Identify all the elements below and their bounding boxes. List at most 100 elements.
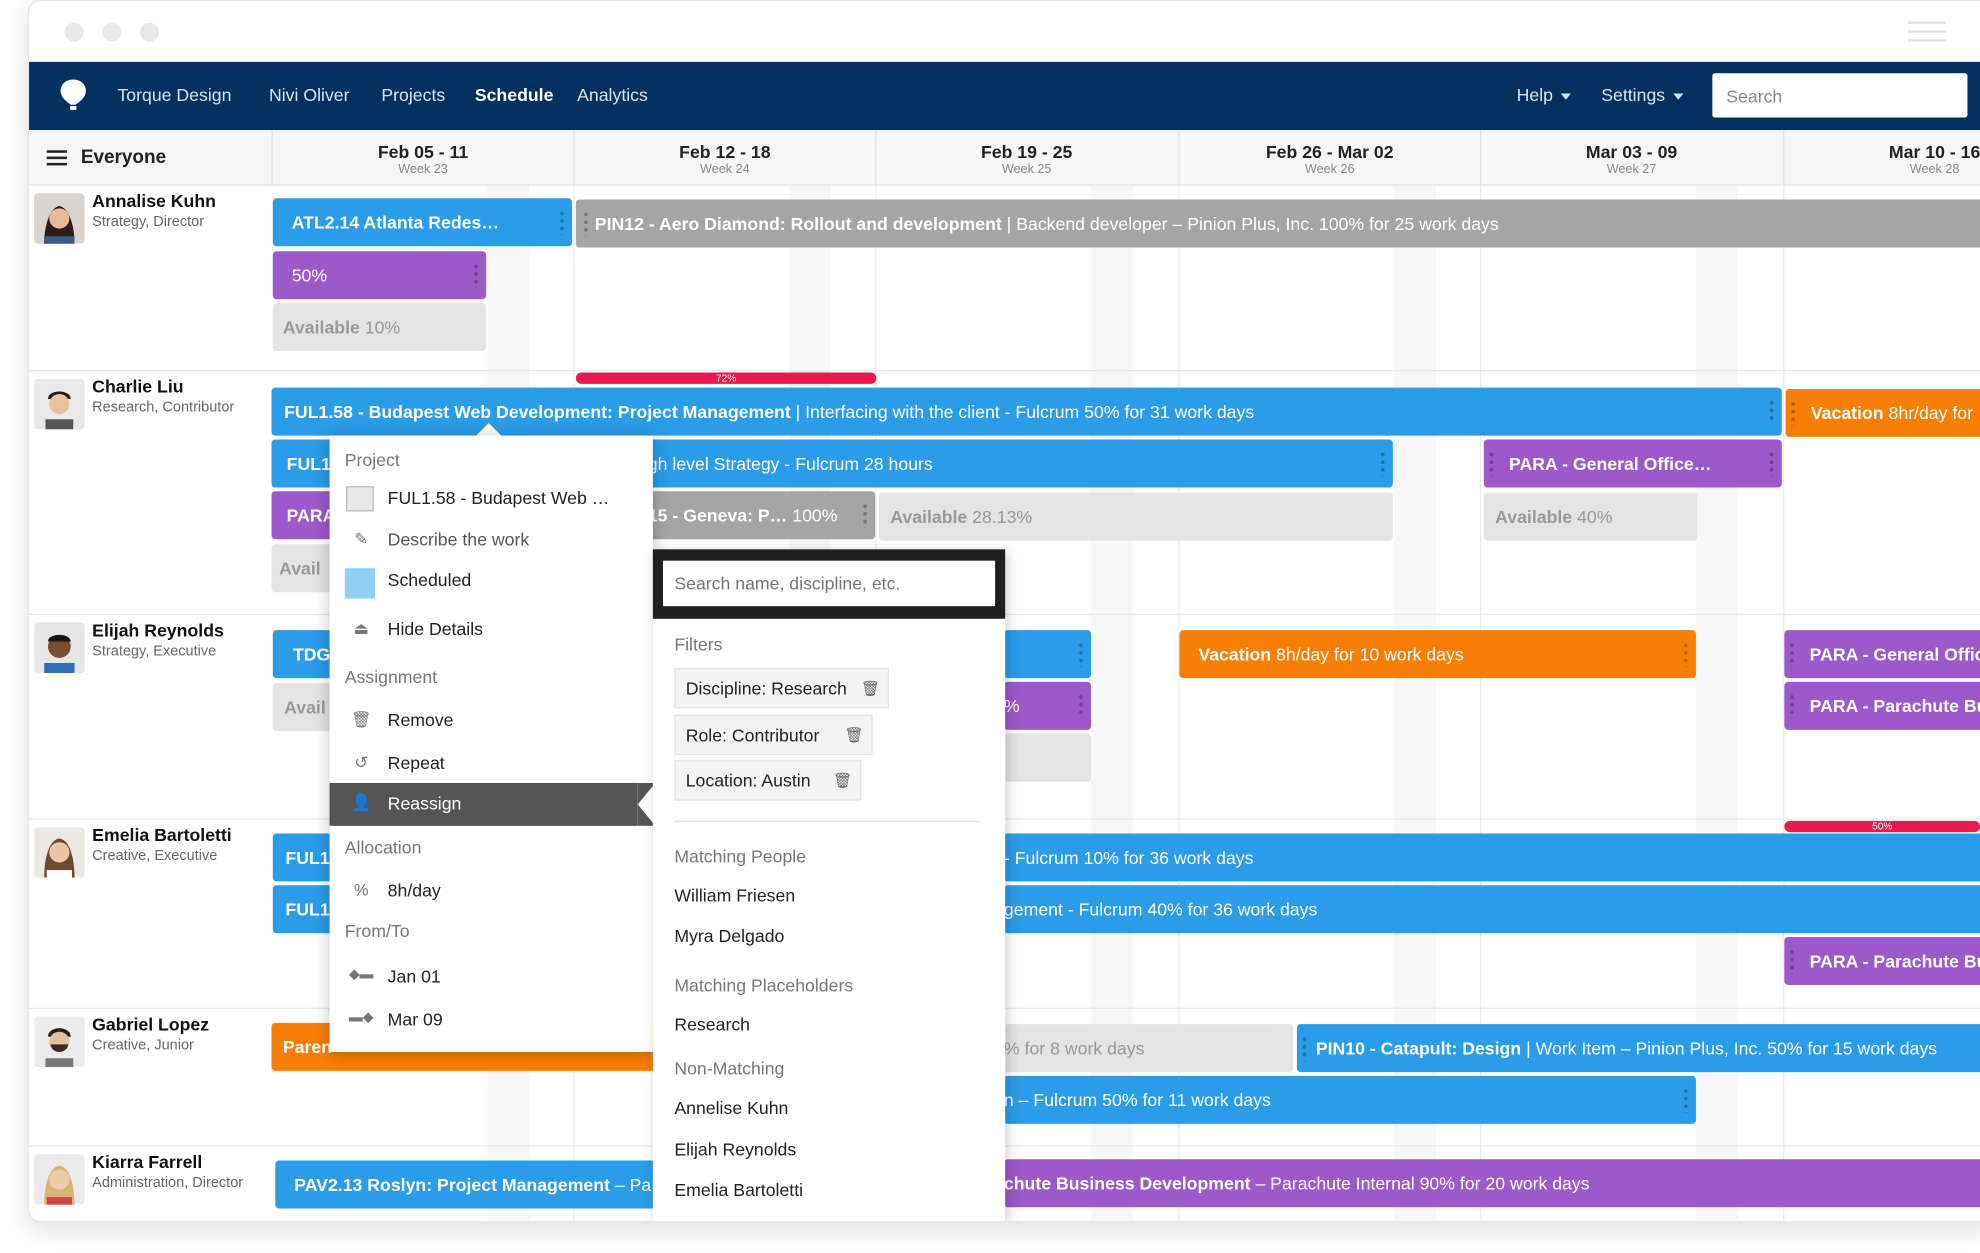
vacation-detail: 8h/day for 10 work days [1271, 644, 1464, 665]
status-selector[interactable]: Scheduled [330, 568, 653, 603]
describe-work-item[interactable]: ✎ Describe the work [330, 529, 653, 554]
person-row-header[interactable]: Charlie Liu Research, Contributor [34, 371, 271, 447]
trash-icon[interactable]: 🗑 [844, 726, 864, 744]
matching-placeholder[interactable]: Research [674, 1014, 751, 1035]
assignment-bar[interactable]: chute Business Development – Parachute I… [1003, 1159, 1980, 1208]
remove-item[interactable]: 🗑 Remove [330, 710, 653, 735]
hamburger-icon[interactable] [46, 150, 67, 166]
drag-handle-icon[interactable] [473, 262, 479, 288]
allocation-section-header: Allocation [344, 837, 422, 858]
assignment-bar[interactable]: PARA - Parachute Bu [1784, 936, 1980, 985]
drag-handle-icon[interactable] [1769, 450, 1775, 477]
filter-chip[interactable]: Discipline: Research 🗑 [674, 668, 890, 709]
drag-handle-icon[interactable] [1078, 641, 1084, 667]
person-role: Research, Contributor [92, 400, 235, 416]
assignment-bar[interactable]: FUL1.58 - Budapest Web Development: Proj… [271, 387, 1782, 436]
assignment-bar[interactable]: PARA - Parachute Bu [1784, 681, 1980, 730]
search-input[interactable] [1712, 73, 1968, 118]
drag-handle-icon[interactable] [583, 210, 589, 237]
filter-label: Role: Contributor [685, 724, 820, 746]
pencil-icon: ✎ [354, 529, 369, 549]
assignment-bar[interactable]: PAV2.13 Roslyn: Project Management – Pa [275, 1160, 656, 1209]
to-date-field[interactable]: ▬◆ Mar 09 [330, 1009, 653, 1034]
assignment-bar[interactable]: 15 - Geneva: P… 100% [647, 491, 876, 540]
project-selector[interactable]: FUL1.58 - Budapest Web … [330, 486, 653, 515]
drag-handle-icon[interactable] [1769, 399, 1775, 425]
allocation-value: 8h/day [387, 880, 441, 901]
non-matching-person[interactable]: Annelise Kuhn [674, 1097, 789, 1118]
reassign-search-input[interactable] [662, 560, 996, 607]
person-row-header[interactable]: Emelia Bartoletti Creative, Executive [34, 820, 271, 896]
hide-details-item[interactable]: ⏏ Hide Details [330, 619, 653, 644]
trash-icon[interactable]: 🗑 [860, 679, 881, 698]
assignment-bar[interactable]: - Fulcrum 10% for 36 work days [1003, 833, 1980, 882]
vacation-bar[interactable]: Vacation 8h/day for 10 work days [1179, 630, 1696, 679]
assignment-bar[interactable]: gement - Fulcrum 40% for 36 work days [1003, 885, 1980, 934]
assignment-bar[interactable]: ATL2.14 Atlanta Redes… [272, 198, 573, 247]
assignment-bar[interactable] [1003, 630, 1092, 679]
drag-handle-icon[interactable] [1488, 450, 1494, 477]
allocation-field[interactable]: % 8h/day [330, 880, 653, 905]
non-matching-person[interactable]: Emelia Bartoletti [674, 1179, 804, 1200]
drag-handle-icon[interactable] [1380, 450, 1386, 477]
window-menu-icon[interactable] [1908, 21, 1946, 44]
reassign-item[interactable]: 👤 Reassign [329, 782, 638, 826]
week-column-header: Mar 10 - 16 Week 28 [1783, 130, 1980, 186]
filter-chip[interactable]: Location: Austin 🗑 [674, 760, 862, 801]
drag-handle-icon[interactable] [1790, 400, 1796, 426]
person-name: Emelia Bartoletti [92, 824, 232, 845]
title-bar [29, 1, 1980, 62]
balloon-logo-icon[interactable] [59, 78, 87, 111]
settings-menu[interactable]: Settings [1601, 85, 1683, 105]
week-range: Feb 19 - 25 [980, 141, 1073, 162]
assignment-bar[interactable]: PIN12 - Aero Diamond: Rollout and develo… [575, 199, 1980, 248]
drag-handle-icon[interactable] [1789, 693, 1795, 719]
drag-handle-icon[interactable] [559, 209, 565, 235]
week-number: Week 26 [1304, 162, 1355, 177]
drag-handle-icon[interactable] [862, 502, 868, 528]
fromto-section-header: From/To [344, 920, 410, 941]
nav-analytics[interactable]: Analytics [577, 84, 648, 105]
settings-label: Settings [1601, 84, 1666, 105]
drag-handle-icon[interactable] [1789, 948, 1795, 974]
repeat-item[interactable]: ↺ Repeat [330, 753, 653, 778]
assignment-bar[interactable]: n – Fulcrum 50% for 11 work days [1003, 1075, 1696, 1124]
from-date-field[interactable]: ◆▬ Jan 01 [330, 966, 653, 991]
filter-chip[interactable]: Role: Contributor 🗑 [674, 714, 873, 756]
drag-handle-icon[interactable] [1789, 641, 1795, 667]
nav-torque-design[interactable]: Torque Design [117, 84, 232, 105]
person-row-header[interactable]: Annalise Kuhn Strategy, Director [34, 186, 271, 262]
person-row-header[interactable]: Gabriel Lopez Creative, Junior [34, 1009, 271, 1085]
status-swatch-icon [344, 568, 376, 599]
reassign-panel: Filters Discipline: Research 🗑 Role: Cont… [652, 549, 1006, 1222]
maximize-dot[interactable] [140, 22, 160, 42]
nav-nivi-oliver[interactable]: Nivi Oliver [268, 84, 350, 105]
assignment-bar[interactable]: PIN10 - Catapult: Design | Work Item – P… [1296, 1024, 1980, 1073]
assignment-bar[interactable]: 50% [272, 251, 487, 300]
matching-person[interactable]: Myra Delgado [674, 925, 785, 946]
vacation-bar[interactable]: Vacation 8hr/day for [1785, 388, 1980, 437]
drag-handle-icon[interactable] [1301, 1035, 1307, 1061]
nav-projects[interactable]: Projects [381, 84, 446, 105]
availability-bar: Available 40% [1483, 492, 1698, 541]
drag-handle-icon[interactable] [1683, 1087, 1689, 1113]
close-dot[interactable] [64, 22, 84, 42]
assignment-bar[interactable]: % [1003, 681, 1092, 730]
user-icon: 👤 [351, 793, 372, 812]
assignment-bar[interactable]: PARA - General Offic [1784, 630, 1980, 679]
minimize-dot[interactable] [102, 22, 122, 42]
person-row-header[interactable]: Kiarra Farrell Administration, Director [34, 1147, 271, 1222]
everyone-filter[interactable]: Everyone [80, 146, 167, 168]
drag-handle-icon[interactable] [1683, 641, 1689, 667]
non-matching-person[interactable]: Elijah Reynolds [674, 1139, 797, 1160]
person-role: Strategy, Director [92, 214, 205, 230]
help-menu[interactable]: Help [1517, 85, 1571, 105]
from-date: Jan 01 [387, 966, 441, 987]
person-row-header[interactable]: Elijah Reynolds Strategy, Executive [34, 615, 271, 691]
matching-person[interactable]: William Friesen [674, 885, 796, 906]
trash-icon[interactable]: 🗑 [833, 771, 853, 790]
assignment-bar[interactable]: PARA - General Office… [1483, 439, 1782, 488]
assignment-bar[interactable]: gh level Strategy - Fulcrum 28 hours [647, 439, 1393, 488]
nav-schedule[interactable]: Schedule [474, 84, 554, 105]
drag-handle-icon[interactable] [1078, 693, 1084, 719]
